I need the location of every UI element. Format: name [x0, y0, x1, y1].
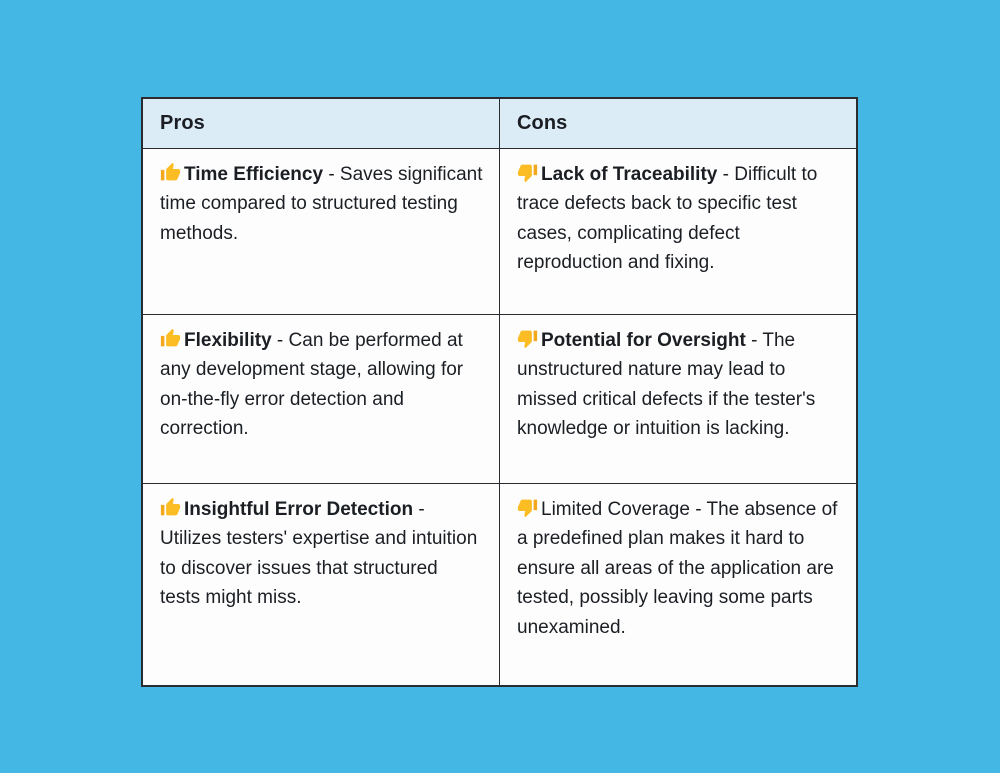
cons-cell: Lack of Traceability - Difficult to trac… [499, 147, 858, 315]
point-title: Flexibility [184, 329, 272, 351]
point-title: Limited Coverage [541, 498, 690, 520]
pros-cell: Insightful Error Detection - Utilizes te… [141, 482, 500, 687]
point-text: - The unstructured nature may lead to mi… [517, 329, 816, 440]
point-title: Time Efficiency [184, 163, 324, 185]
pros-column-header: Pros [141, 97, 500, 149]
cons-column-header: Cons [499, 97, 858, 149]
pros-cell: Flexibility - Can be performed at any de… [141, 313, 500, 484]
thumbs-down-icon [517, 497, 538, 518]
point-text: - Can be performed at any development st… [160, 329, 464, 440]
table-row: Time Efficiency - Saves significant time… [141, 147, 858, 315]
point-text: - Utilizes testers' expertise and intuit… [160, 498, 478, 609]
point-title: Insightful Error Detection [184, 498, 414, 520]
thumbs-up-icon [160, 497, 181, 518]
cons-cell: Limited Coverage - The absence of a pred… [499, 482, 858, 687]
table-row: Insightful Error Detection - Utilizes te… [141, 482, 858, 687]
point-title: Lack of Traceability [541, 163, 718, 185]
point-text: - The absence of a predefined plan makes… [517, 498, 838, 638]
point-title: Potential for Oversight [541, 329, 746, 351]
thumbs-up-icon [160, 328, 181, 349]
table-row: Flexibility - Can be performed at any de… [141, 313, 858, 484]
point-text: - Saves significant time compared to str… [160, 163, 483, 244]
pros-cell: Time Efficiency - Saves significant time… [141, 147, 500, 315]
point-text: - Difficult to trace defects back to spe… [517, 163, 818, 274]
header-row: Pros Cons [141, 97, 858, 149]
pros-cons-table: Pros Cons Time Efficiency - Saves signif… [141, 97, 858, 687]
thumbs-down-icon [517, 328, 538, 349]
thumbs-up-icon [160, 162, 181, 183]
cons-cell: Potential for Oversight - The unstructur… [499, 313, 858, 484]
thumbs-down-icon [517, 162, 538, 183]
